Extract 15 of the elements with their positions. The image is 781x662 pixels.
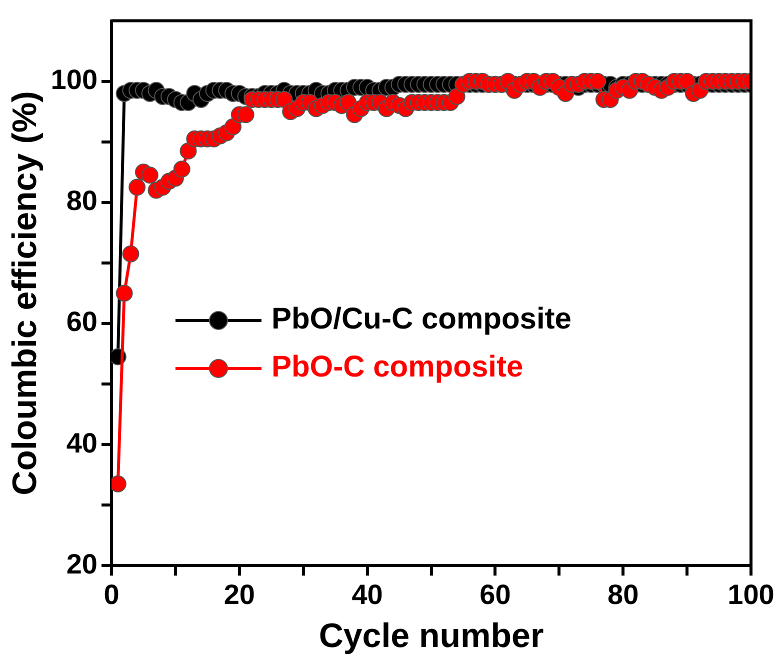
x-tick-label: 20 [224,579,255,610]
y-tick-label: 40 [66,427,98,458]
x-axis-title: Cycle number [318,616,544,655]
x-tick-label: 80 [608,579,639,610]
x-tick-label: 100 [728,579,774,610]
legend-label: PbO/Cu-C composite [271,302,572,336]
x-tick-label: 0 [104,579,120,610]
y-tick-label: 60 [66,306,98,338]
y-axis-title: Coloumbic efficiency (%) [6,91,44,496]
x-tick-label: 40 [352,579,383,610]
y-tick-label: 100 [50,64,98,96]
legend-label: PbO-C composite [271,350,524,384]
x-tick-label: 60 [480,579,511,610]
y-tick-label: 80 [66,185,98,216]
y-tick-label: 20 [66,548,98,580]
